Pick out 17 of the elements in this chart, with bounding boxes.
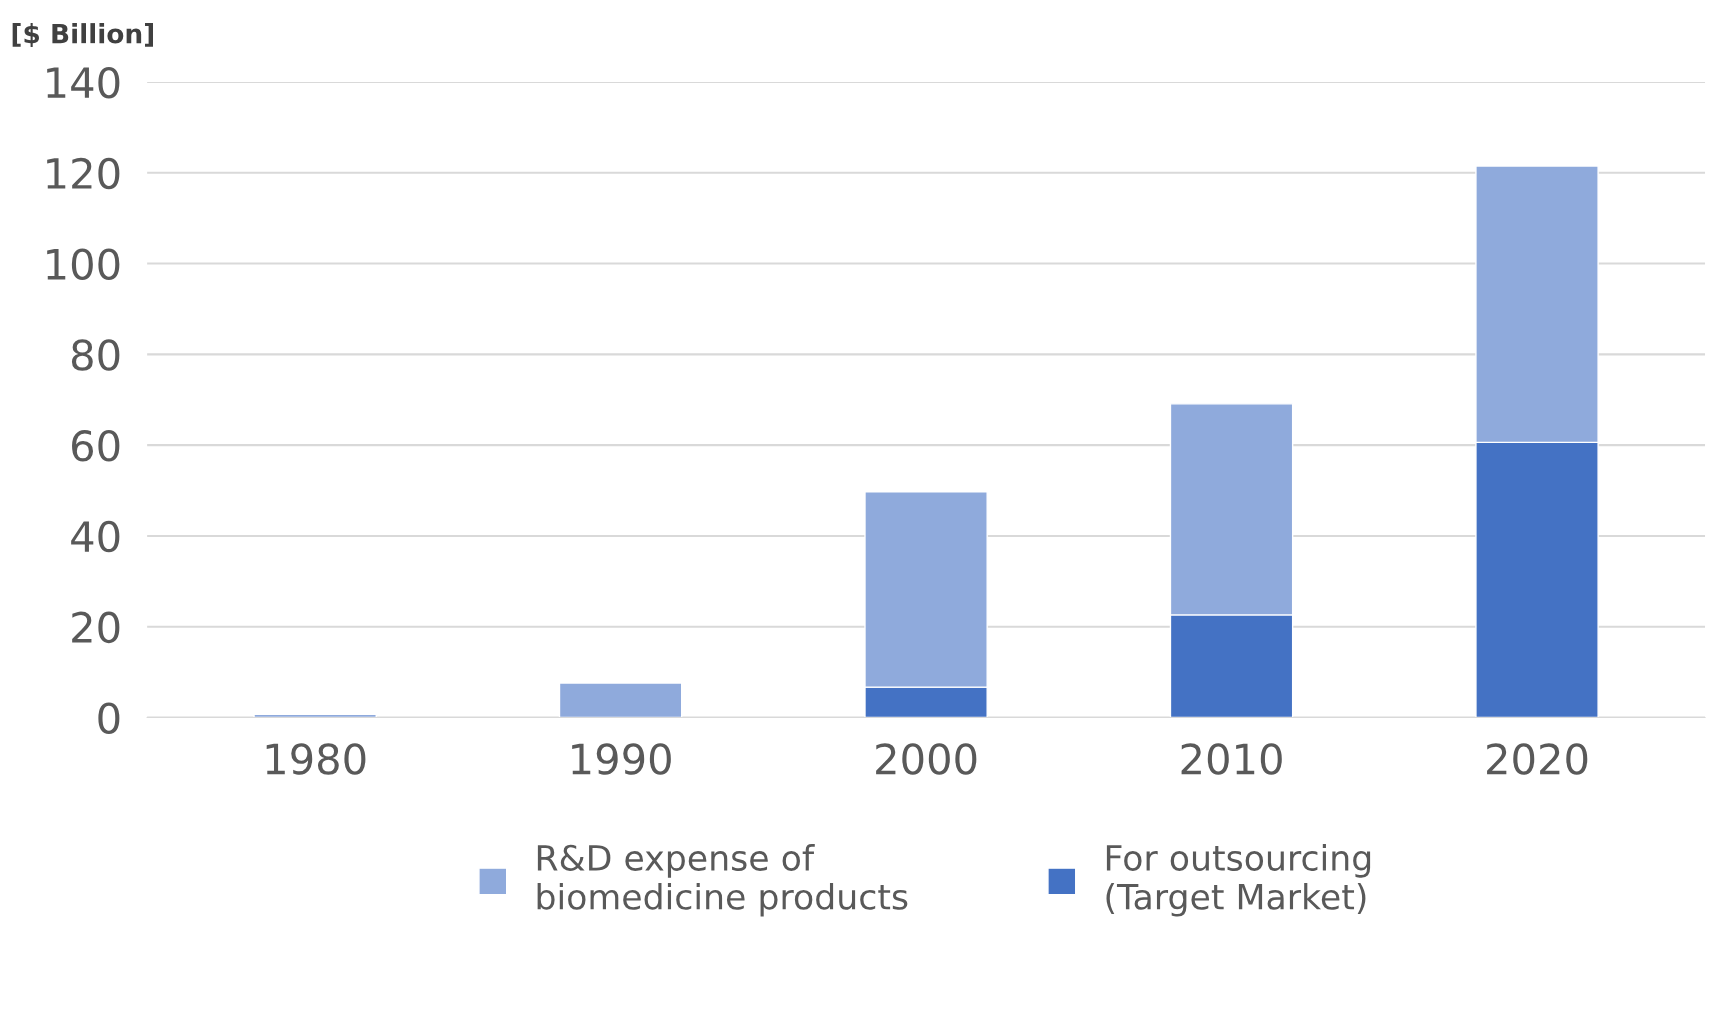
y-tick-label: 80 (71, 339, 120, 371)
x-tick-label: 2000 (876, 743, 977, 775)
y-tick-label: 0 (98, 702, 120, 734)
y-tick-label: 100 (47, 248, 120, 280)
x-tick-label: 1990 (572, 743, 671, 775)
legend-label: For outsourcing (Target Market) (1106, 844, 1371, 917)
y-tick-label: 60 (72, 430, 120, 462)
x-tick-label: 2020 (1487, 743, 1588, 775)
bar (558, 682, 683, 718)
y-tick-label: 20 (72, 611, 120, 644)
x-tick-label: 1980 (266, 743, 366, 775)
x-tick-label: 2010 (1181, 743, 1282, 775)
y-tick-label: 140 (47, 66, 120, 99)
y-tick-label: 120 (47, 157, 120, 190)
y-axis-title: [$ Billion] (12, 23, 153, 48)
y-tick-label: 40 (71, 520, 120, 553)
legend-label: R&D expense of biomedicine products (537, 844, 908, 917)
